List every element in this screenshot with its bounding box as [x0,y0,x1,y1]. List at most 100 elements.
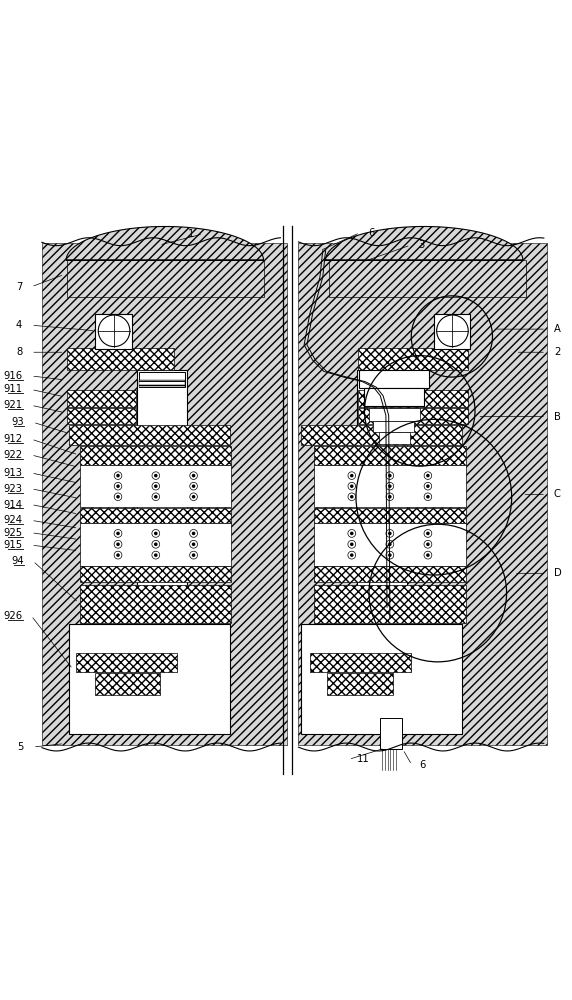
Text: 915: 915 [3,540,22,550]
Bar [313,465,466,507]
Text: 923: 923 [3,484,22,494]
Text: 6: 6 [420,760,426,770]
Circle shape [389,543,391,545]
Bar [67,348,174,370]
Circle shape [351,485,353,487]
Text: 912: 912 [3,434,22,444]
Text: 94: 94 [11,556,24,566]
Bar [67,390,136,407]
Polygon shape [66,226,264,260]
Bar [359,370,430,388]
Bar [358,408,468,424]
Circle shape [389,496,391,498]
Circle shape [193,532,194,535]
Bar [139,380,185,387]
Text: 7: 7 [16,282,22,292]
Circle shape [117,543,119,545]
Circle shape [193,485,194,487]
Text: 1: 1 [188,229,194,239]
Bar [313,585,466,623]
Circle shape [117,485,119,487]
Circle shape [427,475,429,477]
Bar [356,370,407,734]
Text: 926: 926 [3,611,22,621]
Circle shape [154,543,157,545]
Bar [67,260,264,297]
Circle shape [193,475,194,477]
Bar [299,243,547,745]
Circle shape [155,496,157,498]
Bar [80,465,231,507]
Bar [358,390,468,407]
Circle shape [389,532,391,535]
Bar [80,523,231,566]
Text: 925: 925 [3,528,22,538]
Circle shape [117,475,119,477]
Bar [369,408,420,421]
Circle shape [117,496,119,498]
Circle shape [351,543,353,545]
Bar [67,408,136,424]
Circle shape [155,485,157,487]
Bar [96,314,132,349]
Bar [80,585,231,623]
Text: 3: 3 [419,240,425,250]
Circle shape [351,475,353,477]
Circle shape [427,485,429,487]
Bar [69,624,230,734]
Text: 6: 6 [368,228,374,238]
Bar [80,508,231,523]
Bar [313,523,466,566]
Bar [329,260,526,297]
Circle shape [389,485,391,487]
Text: A: A [554,324,561,334]
Text: 911: 911 [3,384,22,394]
Bar [313,508,466,523]
Text: 924: 924 [3,515,22,525]
Text: B: B [554,412,561,422]
Bar [80,566,231,582]
Circle shape [436,315,468,347]
Bar [80,446,231,465]
Circle shape [351,496,353,498]
Text: C: C [554,489,561,499]
Text: 8: 8 [16,347,22,357]
Circle shape [154,532,157,535]
Text: 5: 5 [18,742,24,752]
Bar [313,446,466,465]
Bar [69,425,230,445]
Bar [379,432,410,444]
Text: 11: 11 [356,754,370,764]
Circle shape [389,554,391,556]
Bar [96,673,160,695]
Circle shape [193,554,194,556]
Circle shape [351,554,353,556]
Bar [313,566,466,582]
Circle shape [427,496,429,498]
Bar [327,673,393,695]
Bar [374,421,414,432]
Circle shape [98,315,130,347]
Circle shape [193,496,194,498]
Bar [139,372,185,387]
Text: 921: 921 [3,400,22,410]
Bar [434,314,471,349]
Text: 93: 93 [11,417,24,427]
Bar [380,718,402,749]
Text: 922: 922 [3,450,22,460]
Circle shape [427,532,429,535]
Circle shape [117,554,119,556]
Polygon shape [325,226,523,260]
Circle shape [154,554,157,556]
Text: 4: 4 [16,320,22,330]
Circle shape [427,543,429,545]
Circle shape [351,532,353,535]
Circle shape [389,475,391,477]
Circle shape [193,543,194,545]
Bar [358,348,468,370]
Circle shape [427,554,429,556]
Bar [301,624,462,734]
Text: 2: 2 [554,347,561,357]
Text: 916: 916 [3,371,22,381]
Bar [364,388,424,406]
